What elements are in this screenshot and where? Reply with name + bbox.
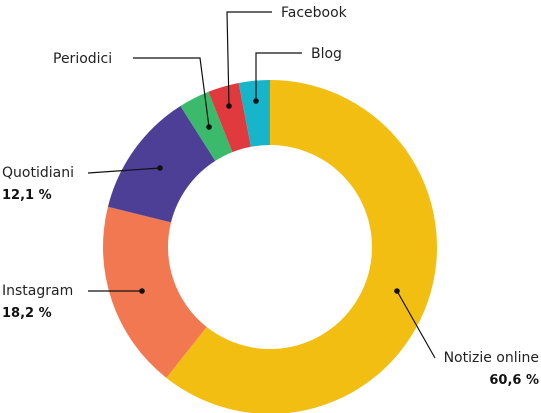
value-label-notizie: 60,6 % (489, 373, 539, 388)
leader-line-blog (255, 52, 302, 101)
slice-instagram (102, 206, 207, 378)
leader-line-periodici (133, 57, 210, 128)
value-label-instagram: 18,2 % (2, 306, 52, 321)
leader-line-group (87, 11, 436, 359)
label-notizie: Notizie online (444, 350, 539, 366)
slice-quotidiani (107, 106, 216, 223)
value-label-quotidiani: 12,1 % (2, 188, 52, 203)
leader-line-quotidiani (87, 167, 161, 174)
leader-line-notizie (396, 290, 436, 359)
label-group: Notizie online 60,6 % Instagram 18,2 % Quoti… (2, 5, 539, 388)
label-blog: Blog (311, 46, 342, 62)
label-instagram: Instagram (2, 283, 73, 299)
label-quotidiani: Quotidiani (2, 165, 74, 181)
label-periodici: Periodici (53, 51, 112, 67)
slice-group (102, 80, 437, 413)
leader-dot-quotidiani (157, 165, 163, 171)
leader-dot-instagram (139, 288, 145, 294)
label-facebook: Facebook (281, 5, 348, 21)
leader-dot-facebook (226, 103, 232, 109)
leader-dot-periodici (206, 124, 212, 130)
leader-dot-notizie (394, 288, 400, 294)
slice-notizie (166, 80, 437, 413)
leader-line-facebook (226, 11, 272, 107)
slice-facebook (208, 82, 251, 153)
slice-blog (238, 80, 270, 147)
leader-dot-blog (253, 98, 259, 104)
